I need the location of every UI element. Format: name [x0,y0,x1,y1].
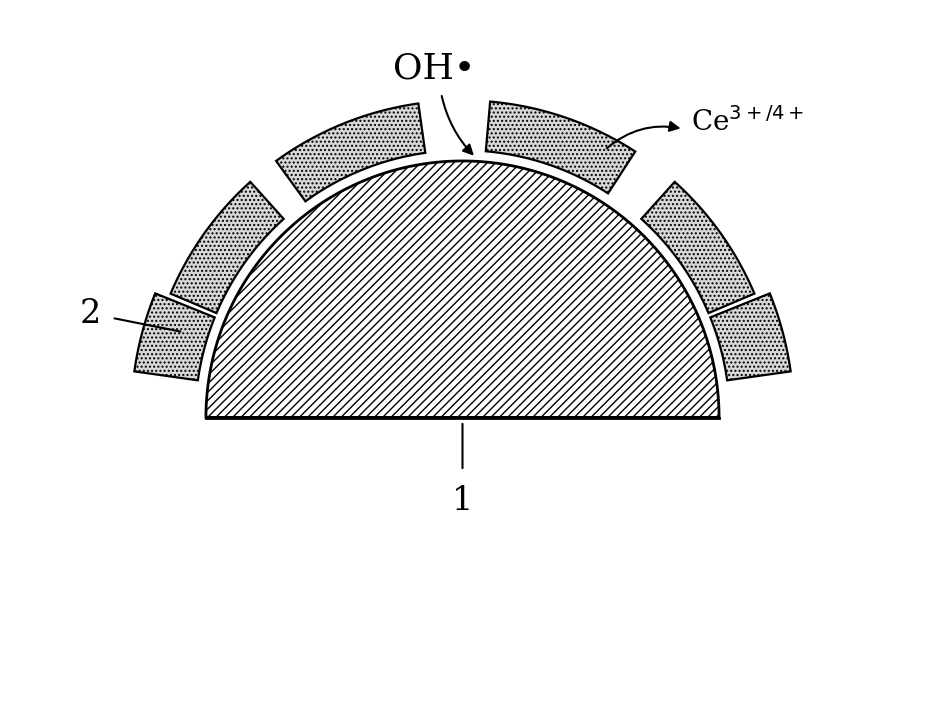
Polygon shape [641,182,755,313]
Polygon shape [134,293,215,380]
Text: OH•: OH• [393,51,475,85]
Text: Ce$^{3+/4+}$: Ce$^{3+/4+}$ [691,107,804,137]
Polygon shape [710,293,791,380]
Polygon shape [170,182,284,313]
Polygon shape [206,161,719,417]
Text: 1: 1 [452,485,473,517]
Polygon shape [276,103,426,201]
Text: 2: 2 [80,298,101,330]
Polygon shape [486,102,635,193]
